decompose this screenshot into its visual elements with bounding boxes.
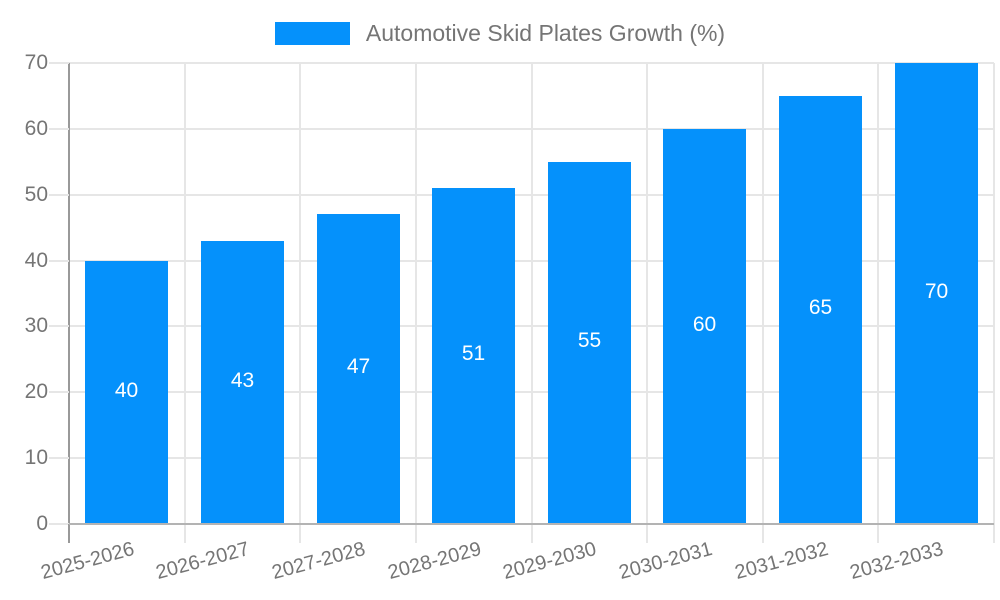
y-tick-mark: [49, 127, 69, 130]
bar: [895, 63, 978, 524]
y-axis-line: [68, 63, 70, 524]
bar-value-label: 47: [346, 355, 371, 378]
bar: [779, 96, 862, 524]
y-tick-label: 10: [24, 446, 48, 470]
x-tick-mark: [761, 524, 764, 543]
y-tick-label: 40: [24, 248, 48, 272]
chart-legend: Automotive Skid Plates Growth (%): [0, 20, 1000, 47]
x-tick-mark: [646, 524, 649, 543]
y-tick-mark: [49, 193, 69, 196]
x-tick-mark: [183, 524, 186, 543]
y-tick-mark: [49, 457, 69, 460]
x-axis-line: [69, 523, 994, 525]
x-tick-mark: [530, 524, 533, 543]
x-tick-mark: [877, 524, 880, 543]
bar-value-label: 65: [808, 296, 833, 319]
y-tick-mark: [49, 391, 69, 394]
y-tick-label: 50: [24, 182, 48, 206]
y-tick-mark: [49, 523, 69, 525]
v-gridline: [414, 63, 417, 524]
bar: [85, 261, 168, 524]
y-tick-label: 70: [24, 51, 48, 74]
x-tick-mark: [299, 524, 302, 543]
v-gridline: [530, 63, 533, 524]
bar-value-label: 43: [230, 368, 255, 392]
bar-value-label: 70: [924, 279, 949, 303]
v-gridline: [299, 63, 302, 524]
y-tick-label: 60: [24, 116, 48, 140]
bar-value-label: 55: [577, 329, 602, 352]
x-tick-mark: [993, 524, 995, 543]
plot-area: 40 43 47 51 55 60 65 70: [49, 62, 995, 543]
v-gridline: [877, 63, 880, 524]
v-gridline: [646, 63, 649, 524]
bar-value-label: 40: [114, 378, 139, 402]
bar: [432, 188, 515, 524]
bar-value-label: 51: [461, 342, 486, 365]
y-tick-label: 20: [24, 380, 48, 404]
v-gridline: [993, 63, 995, 524]
y-tick-mark: [49, 259, 69, 262]
legend-swatch-icon: [274, 22, 350, 45]
legend-label: Automotive Skid Plates Growth (%): [365, 20, 726, 46]
y-tick-label: 30: [24, 314, 48, 338]
bar-value-label: 60: [692, 312, 717, 336]
bar: [548, 162, 631, 524]
bar: [317, 214, 400, 524]
v-gridline: [761, 63, 764, 524]
x-tick-mark: [68, 524, 70, 543]
bar: [663, 129, 746, 524]
y-tick-mark: [49, 62, 69, 64]
x-tick-mark: [414, 524, 417, 543]
bar: [201, 241, 284, 524]
v-gridline: [183, 63, 186, 524]
y-tick-label: 0: [36, 512, 48, 535]
y-tick-mark: [49, 325, 69, 328]
